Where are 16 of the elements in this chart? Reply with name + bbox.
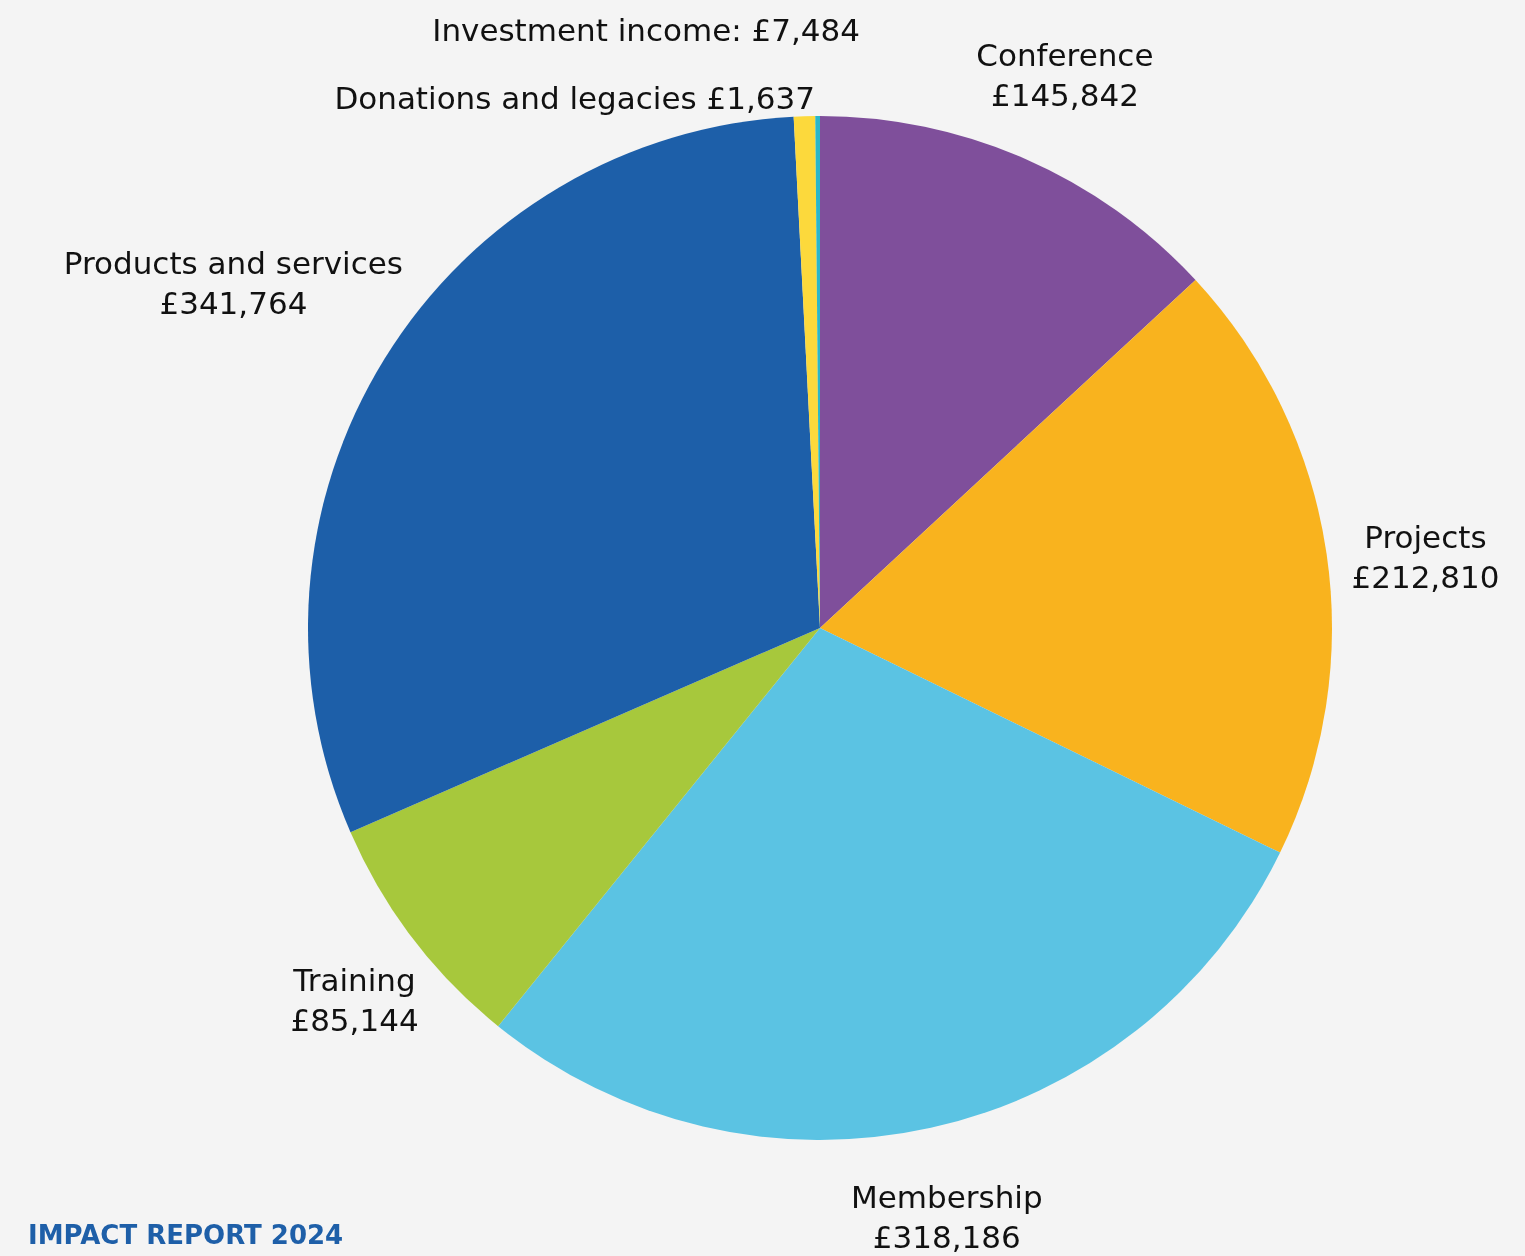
data-label: £318,186 <box>872 1219 1021 1256</box>
slice-label: Training <box>292 962 416 999</box>
text: IMPACT REPORT 2024 <box>28 1220 344 1250</box>
data-label: £85,144 <box>290 1002 419 1039</box>
slice-label: Products and services <box>63 244 403 281</box>
data-label: £145,842 <box>990 77 1139 114</box>
slice-label: Investment income: £7,484 <box>432 12 860 48</box>
pie-slice <box>820 116 1196 628</box>
data-label: £341,764 <box>159 284 308 321</box>
data-label: £212,810 <box>1351 558 1500 595</box>
pie-slice <box>820 279 1332 853</box>
slice-label: Donations and legacies £1,637 <box>334 80 815 116</box>
slice-label: Projects <box>1364 518 1487 555</box>
slice-label: Conference <box>976 37 1154 74</box>
pie-slice <box>498 628 1281 1140</box>
slice-label: Membership <box>850 1179 1043 1216</box>
